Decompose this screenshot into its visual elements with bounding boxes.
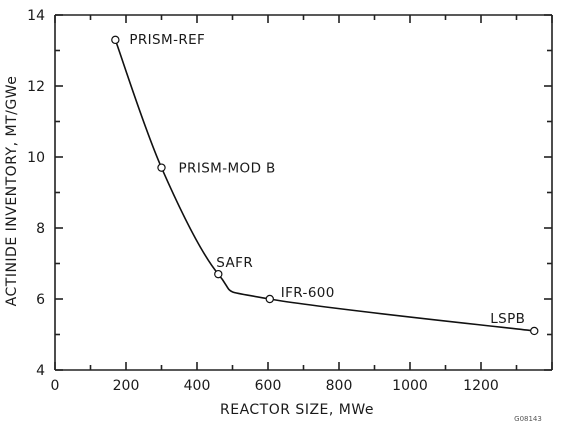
data-point-label: PRISM-REF <box>129 32 205 48</box>
data-point-marker <box>157 163 166 172</box>
data-point-label: SAFR <box>216 255 253 271</box>
data-point-marker <box>111 35 120 45</box>
x-tick-label: 1200 <box>463 378 499 394</box>
data-point-marker <box>214 269 223 279</box>
y-tick-label: 12 <box>27 79 45 95</box>
series-curve <box>114 39 535 332</box>
y-tick-label: 10 <box>27 150 45 166</box>
x-tick-label: 800 <box>326 378 353 394</box>
x-tick-label: 200 <box>113 378 140 394</box>
x-tick-label: 400 <box>184 378 211 394</box>
data-point-label: IFR-600 <box>281 285 335 301</box>
y-tick-labels: 4 6 8 10 12 14 <box>27 8 45 379</box>
y-tick-label: 4 <box>36 363 45 379</box>
data-point-markers <box>111 35 539 336</box>
data-point-marker <box>265 294 274 304</box>
x-tick-label: 600 <box>255 378 282 394</box>
x-ticks <box>54 15 553 370</box>
x-tick-labels: 0 200 400 600 800 1000 1200 <box>51 378 499 394</box>
y-tick-label: 14 <box>27 8 45 24</box>
x-tick-label: 0 <box>51 378 60 394</box>
data-point-labels: PRISM-REF PRISM-MOD B SAFR IFR-600 LSPB <box>129 32 525 327</box>
data-point-label: LSPB <box>490 311 525 327</box>
x-tick-label: 1000 <box>392 378 428 394</box>
plot-area: 0 200 400 600 800 1000 1200 4 6 8 10 12 14 PRISM-RE… <box>27 8 553 394</box>
y-tick-label: 6 <box>36 292 45 308</box>
y-tick-label: 8 <box>36 221 45 237</box>
figure-id: G08143 <box>514 415 542 423</box>
y-ticks <box>55 14 552 371</box>
y-axis-title: ACTINIDE INVENTORY, MT/GWe <box>4 76 20 307</box>
data-point-marker <box>530 326 539 336</box>
data-point-label: PRISM-MOD B <box>179 161 276 177</box>
x-axis-title: REACTOR SIZE, MWe <box>220 402 374 418</box>
